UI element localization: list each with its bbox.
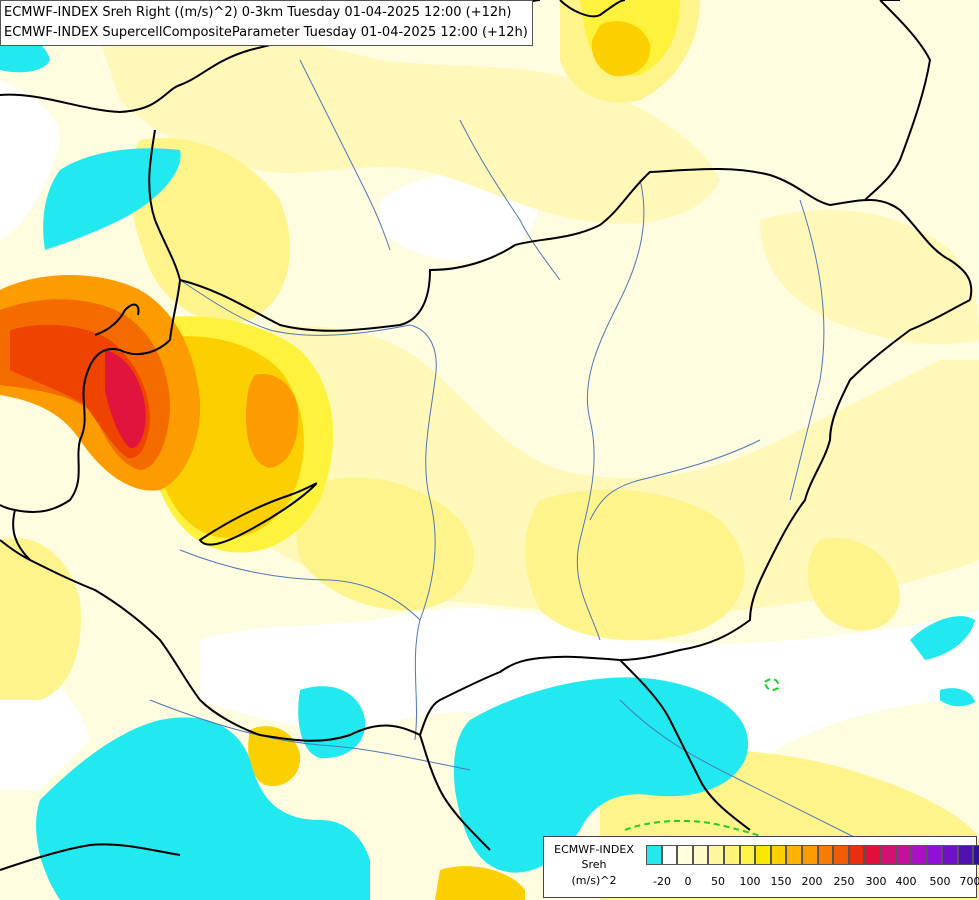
legend-tick-label: 150 — [770, 875, 792, 888]
cyan-area-northwest — [43, 148, 181, 250]
legend-title: ECMWF-INDEX — [554, 843, 634, 856]
legend-swatch — [879, 845, 896, 865]
legend-tick-label: 500 — [929, 875, 951, 888]
border-west-vertical — [148, 129, 182, 341]
orange-area-inner — [245, 374, 299, 468]
rivers — [149, 59, 861, 841]
border-hungary-south — [419, 655, 621, 736]
scp-contour-east — [763, 678, 780, 691]
legend-tick-label: 200 — [801, 875, 823, 888]
legend-tick-label: 250 — [833, 875, 855, 888]
border-southwest-line — [0, 843, 181, 871]
map-title-line-1: ECMWF-INDEX Sreh Right ((m/s)^2) 0-3km T… — [4, 5, 512, 20]
legend-tick-label: 0 — [684, 875, 692, 888]
legend-swatch — [973, 845, 979, 865]
river-danube-west — [179, 279, 411, 336]
legend-swatch — [646, 845, 662, 865]
light-area-southcentral — [525, 489, 745, 641]
white-area-west — [0, 80, 60, 240]
border-austria-slovenia — [0, 339, 171, 513]
legend-swatch — [770, 845, 787, 865]
gold-area-bottom — [435, 866, 525, 900]
legend-swatch — [661, 845, 678, 865]
legend-swatch — [833, 845, 849, 865]
cyan-area-east-2 — [940, 688, 975, 707]
legend-swatch — [692, 845, 709, 865]
borders — [0, 0, 973, 871]
cyan-area-southwest — [36, 717, 370, 900]
legend-ticks: -20 0 50 100 150 200 250 300 400 500 700 — [640, 875, 979, 891]
cyan-area-east — [910, 616, 975, 660]
scp-contour-southeast — [624, 819, 766, 839]
border-romania-serbia — [619, 659, 751, 831]
border-north-east-2 — [864, 0, 932, 201]
legend-tick-label: 50 — [711, 875, 725, 888]
river-mures — [589, 439, 761, 521]
legend-swatch — [739, 845, 756, 865]
border-north-east — [559, 0, 626, 18]
river-sava — [149, 699, 471, 771]
legend-swatch — [755, 845, 771, 865]
light-area-central — [296, 477, 475, 611]
legend-swatch — [926, 845, 943, 865]
legend-tick-label: 300 — [865, 875, 887, 888]
light-area-southwest — [0, 538, 81, 700]
cyan-area-south — [453, 677, 749, 873]
legend-swatch — [723, 845, 740, 865]
border-south-west — [0, 539, 31, 561]
legend-swatch — [848, 845, 865, 865]
river-tisza — [576, 179, 645, 641]
border-west-lake — [94, 303, 140, 336]
border-hungary-north — [179, 168, 973, 332]
legend-swatch — [801, 845, 818, 865]
river-south-east — [619, 699, 861, 841]
legend-swatch — [786, 845, 802, 865]
pale-area-east — [760, 210, 979, 344]
border-bosnia — [419, 734, 491, 851]
border-hungary-east — [619, 299, 971, 661]
gold-area-northeast — [591, 21, 651, 77]
legend-swatch — [817, 845, 834, 865]
river-north-2 — [459, 119, 561, 281]
legend-swatch — [942, 845, 958, 865]
legend-variable: Sreh — [581, 858, 607, 871]
color-legend: ECMWF-INDEX Sreh (m/s)^2 -20 0 50 100 150 200… — [543, 836, 979, 898]
legend-unit: (m/s)^2 — [571, 874, 617, 887]
map-title-line-2: ECMWF-INDEX SupercellCompositeParameter … — [4, 25, 528, 40]
legend-swatch — [957, 845, 974, 865]
river-danube-bend — [409, 324, 437, 741]
map-title-box: ECMWF-INDEX Sreh Right ((m/s)^2) 0-3km T… — [0, 0, 533, 46]
scp-contours — [624, 678, 780, 839]
red-core-area — [105, 350, 146, 449]
light-area-east — [807, 538, 900, 631]
legend-swatch — [677, 845, 693, 865]
legend-swatch — [864, 845, 880, 865]
light-area-northwest — [129, 138, 290, 323]
border-croatia — [12, 509, 421, 742]
legend-tick-label: 700 — [959, 875, 979, 888]
river-east — [789, 199, 825, 501]
legend-swatches — [646, 845, 979, 865]
river-north-1 — [299, 59, 391, 251]
legend-tick-label: -20 — [653, 875, 671, 888]
legend-tick-label: 400 — [895, 875, 917, 888]
river-drava — [179, 549, 421, 621]
legend-tick-label: 100 — [739, 875, 761, 888]
legend-swatch — [911, 845, 927, 865]
legend-swatch — [708, 845, 724, 865]
border-lake-balaton — [198, 482, 318, 546]
pale-area-north — [100, 31, 720, 224]
legend-swatch — [895, 845, 912, 865]
